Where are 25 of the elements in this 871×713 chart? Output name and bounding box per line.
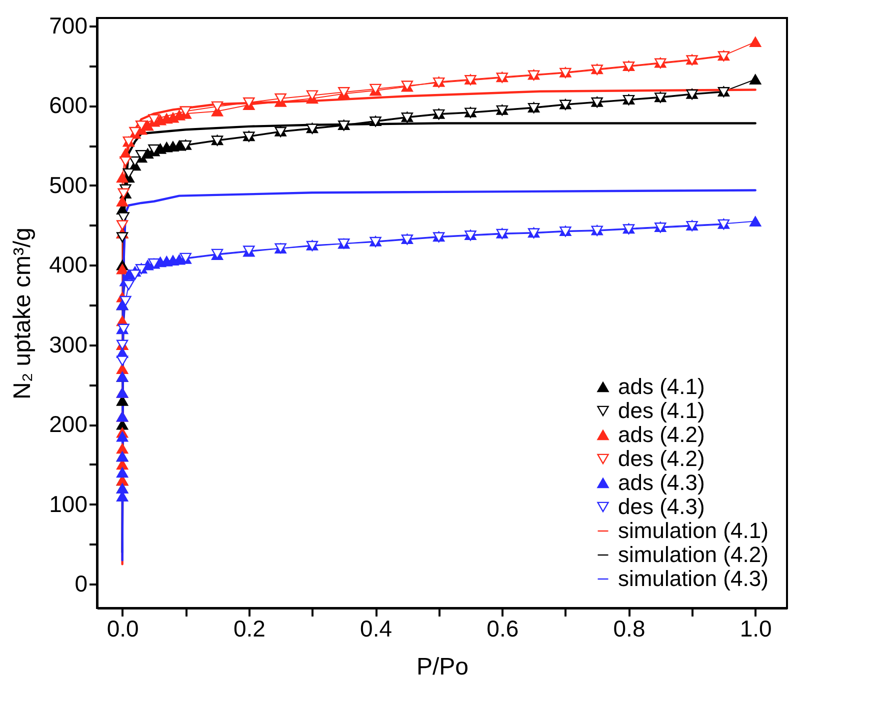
legend-label: des (4.1) [618,398,705,423]
legend-label: simulation (4.1) [618,518,768,543]
y-tick-label: 500 [49,172,88,198]
x-tick-label: 0.2 [233,616,266,642]
x-tick-label: 1.0 [740,616,772,642]
y-tick-label: 300 [49,331,88,358]
x-axis-title: P/Po [416,654,469,680]
legend-label: ads (4.3) [618,470,705,495]
x-tick-label: 0.8 [613,616,646,642]
y-tick-label: 700 [49,12,88,38]
y-tick-label: 600 [49,92,88,118]
legend-label: des (4.2) [618,446,705,471]
y-tick-label: 200 [49,411,88,438]
legend-label: ads (4.1) [618,374,705,399]
legend-label: ads (4.2) [618,422,705,447]
x-tick-label: 0.0 [106,616,139,642]
legend-label: simulation (4.3) [618,566,768,591]
y-tick-label: 100 [49,490,88,517]
legend-label: des (4.3) [618,494,705,519]
x-tick-label: 0.6 [486,616,519,642]
y-tick-label: 400 [49,252,88,278]
legend-label: simulation (4.2) [618,542,768,567]
y-axis-title: N₂ uptake cm³/g [9,227,36,400]
y-tick-label: 0 [74,570,88,597]
x-tick-label: 0.4 [360,616,392,642]
